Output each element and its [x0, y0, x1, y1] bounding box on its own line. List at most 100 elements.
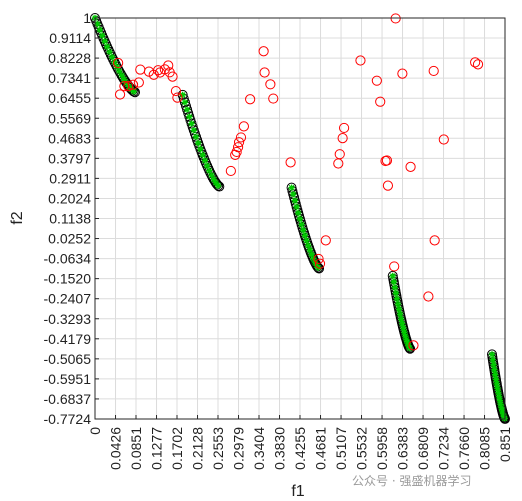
red-point	[320, 235, 331, 246]
front-point-green	[101, 37, 108, 45]
red-point	[470, 57, 481, 68]
y-tick-label: 0.8228	[48, 50, 91, 66]
front-point-green	[298, 221, 305, 228]
front-point-green	[96, 26, 104, 34]
red-point	[123, 81, 134, 92]
y-tick-label: 1	[83, 10, 91, 26]
front-point-green	[197, 145, 204, 153]
front-point-green	[491, 366, 498, 373]
front-point-green	[99, 32, 106, 39]
x-tick-label: 0.1702	[169, 427, 185, 470]
red-point	[258, 46, 269, 57]
red-point	[163, 60, 174, 71]
red-point	[114, 89, 126, 100]
front-point-green	[391, 284, 399, 291]
red-point	[429, 235, 440, 246]
y-tick-label: -0.1520	[44, 271, 92, 287]
red-point	[259, 67, 270, 78]
red-point	[423, 291, 434, 302]
red-point	[232, 142, 244, 153]
x-tick-label: 0.4255	[292, 427, 308, 470]
front-point-green	[394, 300, 402, 308]
y-tick-label: 0.9114	[49, 30, 91, 46]
front-point-black	[214, 181, 225, 192]
front-point-green	[103, 43, 111, 50]
front-point-green	[393, 295, 401, 302]
front-point-green	[293, 203, 300, 211]
front-points	[90, 13, 510, 424]
red-point	[172, 92, 183, 103]
red-point	[397, 68, 408, 79]
x-tick-label: 0.6383	[395, 427, 411, 470]
front-point-green	[492, 376, 500, 383]
front-point-green	[491, 371, 499, 378]
y-tick-label: 0.2024	[48, 190, 91, 206]
front-point-black	[212, 179, 223, 190]
x-tick-label: 0.2553	[210, 427, 226, 470]
front-point-green	[400, 324, 407, 332]
y-tick-label: -0.3293	[44, 311, 92, 327]
red-point	[225, 165, 236, 177]
front-point-green	[396, 310, 404, 318]
x-tick-label: 0.7660	[456, 427, 472, 470]
red-point	[428, 65, 439, 77]
front-point-black	[203, 163, 214, 174]
front-point-green	[493, 380, 500, 388]
y-tick-label: 0.2911	[49, 170, 91, 186]
front-point-green	[389, 272, 396, 280]
red-point	[382, 180, 394, 191]
x-tick-label: 0.2979	[231, 427, 247, 470]
x-tick-labels: 0 0.0426 0.0851 0.1277 0.1702 0.2128 0.2553 0.2…	[87, 415, 513, 470]
x-tick-label: 0.0851	[128, 427, 144, 470]
red-point	[375, 96, 386, 107]
x-tick-label: 0.4681	[313, 427, 329, 470]
y-tick-label: -0.6837	[44, 391, 92, 407]
x-axis-label: f1	[291, 483, 304, 500]
x-tick-label: 0.851	[497, 427, 513, 462]
front-point-green	[300, 226, 307, 234]
red-point	[338, 122, 350, 134]
front-point-green	[392, 290, 400, 297]
x-tick-label: 0.2128	[190, 427, 206, 470]
front-point-green	[490, 361, 497, 368]
front-point-green	[181, 99, 189, 106]
y-tick-label: -0.5951	[44, 371, 92, 387]
red-point	[170, 85, 182, 97]
red-point	[127, 79, 139, 90]
red-point	[133, 77, 144, 88]
y-tick-label: -0.7724	[44, 411, 92, 427]
y-tick-label: -0.4179	[44, 331, 92, 347]
red-point	[389, 261, 400, 272]
red-point	[381, 155, 393, 166]
red-point	[268, 93, 279, 104]
red-point	[334, 149, 345, 160]
front-point-green	[186, 113, 193, 120]
red-point	[314, 258, 326, 269]
x-tick-label: 0.0426	[108, 427, 124, 470]
x-tick-label: 0.7234	[436, 427, 452, 470]
red-point	[167, 71, 178, 82]
front-point-green	[399, 320, 406, 327]
front-point-green	[301, 232, 309, 239]
front-point-green	[295, 209, 302, 217]
front-point-green	[489, 356, 496, 363]
x-tick-label: 0.6809	[415, 427, 431, 470]
front-point-green	[397, 315, 405, 323]
red-point	[265, 79, 276, 90]
red-point	[245, 94, 256, 105]
red-point	[472, 59, 484, 70]
red-point	[337, 133, 348, 144]
x-tick-label: 0.5107	[333, 427, 349, 470]
front-point-green	[494, 385, 501, 392]
front-point-black	[129, 87, 140, 98]
front-point-green	[214, 182, 222, 189]
front-point-green	[390, 278, 397, 286]
front-point-green	[296, 215, 304, 223]
x-tick-label: 0	[87, 427, 103, 435]
x-tick-label: 0.1277	[149, 427, 165, 470]
red-point	[235, 132, 247, 143]
y-tick-label: -0.5065	[44, 351, 92, 367]
red-point	[313, 253, 324, 265]
y-tick-label: 0.1138	[49, 211, 91, 227]
